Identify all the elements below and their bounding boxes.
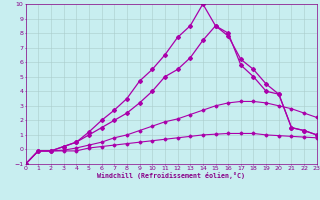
X-axis label: Windchill (Refroidissement éolien,°C): Windchill (Refroidissement éolien,°C) <box>97 172 245 179</box>
